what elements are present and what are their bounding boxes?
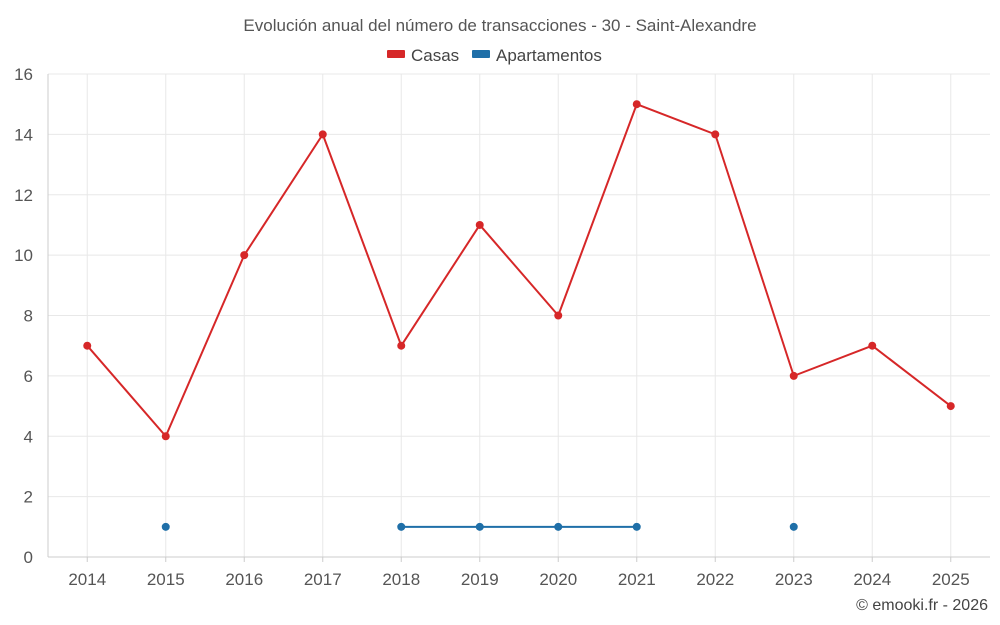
series-line-casas	[86, 103, 952, 438]
y-tick-label: 0	[24, 548, 33, 567]
data-point-casas-2017[interactable]	[318, 130, 327, 139]
data-point-apartamentos-2021[interactable]	[632, 522, 641, 531]
x-tick-label: 2021	[618, 570, 656, 589]
data-point-casas-2014[interactable]	[83, 341, 92, 350]
data-point-casas-2016[interactable]	[240, 251, 249, 260]
x-tick-label: 2022	[696, 570, 734, 589]
y-tick-label: 16	[14, 65, 33, 84]
data-point-apartamentos-2019[interactable]	[475, 522, 484, 531]
x-tick-label: 2017	[304, 570, 342, 589]
data-point-casas-2023[interactable]	[789, 371, 798, 380]
data-point-apartamentos-2015[interactable]	[161, 522, 170, 531]
x-tick-label: 2025	[932, 570, 970, 589]
x-tick-label: 2024	[853, 570, 891, 589]
data-point-casas-2018[interactable]	[397, 341, 406, 350]
series	[83, 100, 955, 531]
y-tick-label: 4	[24, 427, 33, 446]
x-tick-label: 2018	[382, 570, 420, 589]
x-tick-label: 2014	[68, 570, 106, 589]
legend-label-casas: Casas	[411, 46, 459, 65]
axes: 0 2 4 6 8 10 12 14 16 2014 2015 2016 2017 2018 2019 202…	[14, 65, 990, 589]
series-casas	[83, 100, 955, 441]
y-tick-label: 10	[14, 246, 33, 265]
data-point-casas-2024[interactable]	[868, 341, 877, 350]
series-apartamentos	[161, 522, 798, 531]
data-point-casas-2021[interactable]	[632, 100, 641, 109]
x-tick-label: 2015	[147, 570, 185, 589]
legend-swatch-apartamentos	[472, 50, 490, 58]
x-tick-label: 2016	[225, 570, 263, 589]
y-tick-label: 12	[14, 186, 33, 205]
data-point-apartamentos-2018[interactable]	[397, 522, 406, 531]
data-point-casas-2015[interactable]	[161, 432, 170, 441]
grid	[48, 73, 990, 557]
x-tick-label: 2023	[775, 570, 813, 589]
y-tick-label: 8	[24, 307, 33, 326]
credit-text: © emooki.fr - 2026	[856, 597, 988, 614]
y-tick-label: 2	[24, 488, 33, 507]
data-point-casas-2020[interactable]	[554, 311, 563, 320]
data-point-apartamentos-2023[interactable]	[789, 522, 798, 531]
legend-swatch-casas	[387, 50, 405, 58]
chart-title: Evolución anual del número de transaccio…	[243, 16, 756, 35]
x-tick-label: 2020	[539, 570, 577, 589]
y-tick-label: 6	[24, 367, 33, 386]
legend-label-apartamentos: Apartamentos	[496, 46, 602, 65]
legend: Casas Apartamentos	[387, 46, 602, 65]
y-tick-label: 14	[14, 125, 33, 144]
data-point-casas-2022[interactable]	[711, 130, 720, 139]
data-point-casas-2019[interactable]	[475, 220, 484, 229]
data-point-casas-2025[interactable]	[946, 402, 955, 411]
x-tick-label: 2019	[461, 570, 499, 589]
data-point-apartamentos-2020[interactable]	[554, 522, 563, 531]
